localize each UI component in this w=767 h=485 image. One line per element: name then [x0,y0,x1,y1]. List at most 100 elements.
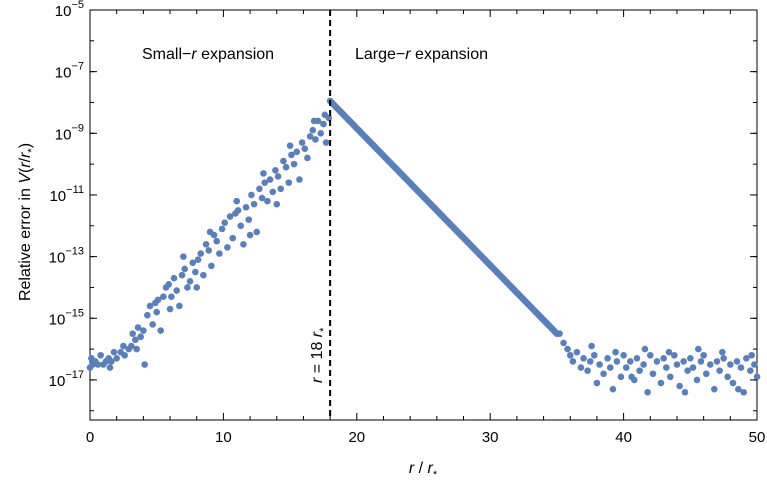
data-point [94,361,102,368]
data-point [134,324,142,331]
data-point [282,163,290,171]
data-point [106,364,114,371]
data-point [753,373,761,381]
data-point [296,176,303,183]
data-point [269,188,277,196]
data-point [144,311,151,319]
x-tick-label: 0 [86,429,94,446]
data-point [140,327,147,334]
region-label-large-r: Large−r expansion [355,46,488,63]
data-point [184,284,191,291]
data-point [261,179,269,186]
data-point [256,185,263,193]
data-point [586,358,594,365]
data-point [240,240,247,248]
data-point [197,250,205,257]
data-point [564,345,571,353]
x-tick-label: 50 [749,429,766,446]
data-point [290,160,298,168]
data-point [113,355,120,362]
data-point [274,173,282,180]
data-point [320,120,327,128]
data-point [213,237,221,245]
data-point [665,348,673,356]
data-point [727,361,734,368]
data-point [224,244,231,251]
data-point [569,358,577,365]
data-point [662,364,670,371]
data-point [194,256,202,263]
data-point [181,265,189,273]
data-point [700,351,707,359]
data-point [666,373,674,381]
data-point [322,139,330,146]
data-point [695,345,702,353]
data-point [566,351,574,359]
data-point [729,379,737,387]
x-tick-label: 30 [482,429,499,446]
data-point [149,321,156,328]
data-point [748,351,755,359]
divider-label: r = 18 r* [309,327,330,383]
data-point [218,225,226,233]
x-tick-label: 20 [348,429,365,446]
data-point [636,367,643,374]
data-point [687,355,694,362]
x-axis-title: r / r* [409,460,438,481]
data-point [293,148,301,156]
y-tick-label: 10−9 [55,122,84,143]
data-point [202,240,210,248]
data-point [248,191,255,199]
data-point [237,222,245,230]
data-point [590,351,598,359]
data-point [703,370,710,378]
data-point [178,271,186,279]
data-point [580,355,587,362]
y-axis-title: Relative error in V(r/r*) [17,143,38,301]
data-point [180,253,187,260]
data-point [310,117,318,125]
data-point [153,308,160,316]
data-point [620,351,627,359]
data-point [596,361,603,368]
data-point [751,361,758,368]
data-point [653,358,661,365]
data-point [622,364,630,371]
data-point [640,361,647,368]
data-point [208,262,215,270]
data-point [168,293,175,300]
data-point [132,336,139,344]
data-point [735,385,742,393]
data-point [689,364,697,371]
data-point [221,219,229,227]
x-axis-ticks: 0 10 20 30 40 50 [86,10,766,446]
data-point [673,361,681,368]
data-point [277,185,285,193]
data-point [560,339,567,347]
data-point [176,302,183,310]
data-point [229,234,237,242]
data-point [266,176,274,183]
data-point [612,348,619,356]
data-point [584,367,591,374]
data-point [649,370,657,378]
data-point [298,139,306,146]
data-point [641,345,649,353]
y-tick-label: 10−7 [55,61,84,82]
data-point [713,358,721,365]
data-point [301,145,309,153]
data-point [716,367,723,374]
data-point [120,342,127,350]
data-point [693,376,701,384]
data-point [205,247,213,254]
data-point [306,133,314,140]
data-point [280,157,287,165]
data-point [141,361,148,368]
data-point [606,364,614,371]
data-point [577,364,585,371]
data-point [657,379,665,387]
data-point [260,170,267,177]
data-point [108,358,115,365]
data-point [200,271,207,279]
